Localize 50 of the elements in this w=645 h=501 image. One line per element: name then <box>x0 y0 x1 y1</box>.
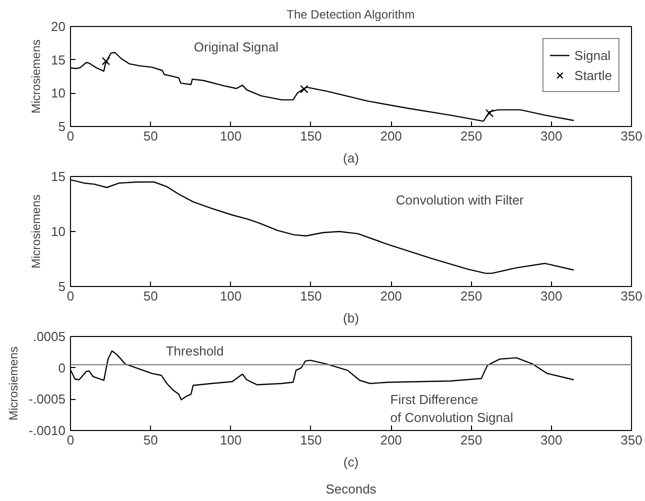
x-tick-label: 300 <box>540 128 562 144</box>
y-tick-label: 5 <box>58 119 66 134</box>
x-tick-label: 200 <box>380 432 402 448</box>
x-axis-title: Seconds <box>326 482 377 496</box>
y-axis-title: Microsiemens <box>29 39 44 114</box>
line-series <box>70 179 574 274</box>
x-tick-label: 50 <box>143 288 158 304</box>
ref-line-label: Threshold <box>166 344 224 359</box>
annotation: Original Signal <box>194 40 279 54</box>
x-tick-label: 250 <box>460 288 482 304</box>
x-tick-label: 350 <box>620 288 642 304</box>
x-tick-label: 100 <box>220 128 242 144</box>
point <box>485 109 494 118</box>
x-tick-label: 150 <box>300 128 322 144</box>
annotation: Convolution with Filter <box>396 192 524 208</box>
x-tick-label: 100 <box>220 432 242 448</box>
y-tick-label: .0005 <box>32 329 66 344</box>
x-tick-label: 50 <box>143 128 158 144</box>
legend-label: Startle <box>574 68 612 82</box>
x-tick-label: 300 <box>540 432 562 448</box>
chart-title: The Detection Algorithm <box>286 8 415 22</box>
x-tick-label: 50 <box>143 432 158 448</box>
y-tick-label: 15 <box>51 169 66 184</box>
x-tick-label: 100 <box>220 288 242 304</box>
y-tick-label: 20 <box>51 19 66 34</box>
annotation: First Difference of Convolution Signal <box>390 392 514 425</box>
text: (b) <box>343 310 359 326</box>
y-tick-label: -.0010 <box>28 423 66 438</box>
y-tick-label: 10 <box>51 86 66 101</box>
x-tick-label: 150 <box>300 432 322 448</box>
x-tick-label: 300 <box>540 288 562 304</box>
point <box>300 85 308 94</box>
y-tick-label: -.0005 <box>28 392 66 407</box>
y-tick-label: 0 <box>58 360 66 376</box>
y-tick-label: 15 <box>51 52 66 68</box>
x-tick-label: 350 <box>620 432 642 448</box>
text: (c) <box>343 454 359 470</box>
text: (a) <box>343 150 359 166</box>
y-tick-label: 10 <box>51 224 66 239</box>
x-tick-label: 200 <box>380 128 402 144</box>
x-tick-label: 350 <box>620 128 642 144</box>
x-tick-label: 250 <box>460 128 482 144</box>
legend-label: Signal <box>574 48 611 62</box>
y-axis-title: Microsiemens <box>29 194 44 269</box>
x-tick-label: 200 <box>380 288 402 304</box>
y-tick-label: 5 <box>58 279 66 294</box>
x-tick-label: 250 <box>460 432 482 448</box>
x-tick-label: 150 <box>300 288 322 304</box>
point <box>102 57 110 66</box>
y-axis-title: Microsiemens <box>6 346 21 421</box>
